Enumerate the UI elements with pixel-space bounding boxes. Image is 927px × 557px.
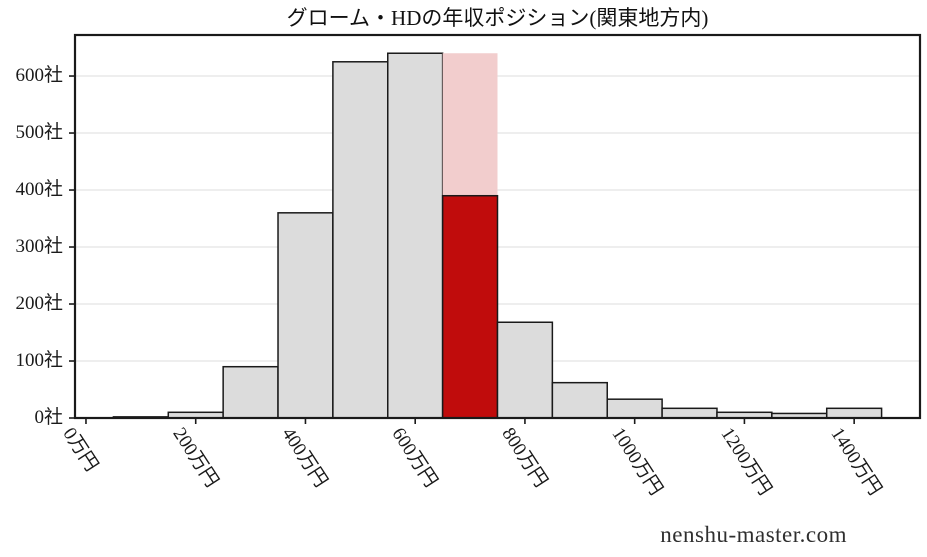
histogram-svg — [69, 33, 922, 424]
x-tick-label: 400万円 — [277, 424, 332, 492]
y-tick-label: 0社 — [34, 407, 63, 428]
plot-area: 0社 100社 200社 300社 400社 500社 600社 0万円 200万円 400万円 6… — [15, 33, 922, 499]
histogram-bar — [222, 365, 279, 419]
histogram-bar — [825, 407, 883, 419]
highlight-bin-company-bar — [441, 194, 499, 419]
y-tick-label: 100社 — [15, 350, 63, 371]
histogram-bar — [332, 61, 389, 419]
histogram-bar — [606, 398, 663, 419]
watermark: nenshu-master.com — [660, 522, 847, 547]
x-tick-label: 1200万円 — [716, 424, 776, 500]
y-tick-label: 600社 — [15, 65, 63, 87]
histogram-bar — [277, 212, 334, 419]
x-tick-label: 0万円 — [58, 424, 102, 476]
x-tick-label: 1400万円 — [826, 424, 886, 500]
x-tick-label: 600万円 — [387, 424, 442, 492]
y-tick-label: 200社 — [15, 293, 63, 314]
x-tick-label: 200万円 — [168, 424, 222, 492]
y-tick-label: 300社 — [15, 236, 63, 258]
histogram-bar — [551, 381, 608, 419]
chart-title: グローム・HDの年収ポジション(関東地方内) — [286, 6, 709, 30]
x-tick-label: 1000万円 — [607, 424, 667, 500]
histogram-bar — [661, 407, 718, 419]
y-tick-label: 400社 — [15, 179, 63, 201]
y-tick-label: 500社 — [15, 122, 63, 144]
histogram-bar — [496, 321, 554, 419]
x-tick-label: 800万円 — [497, 424, 552, 492]
histogram-bar — [387, 52, 444, 419]
plot-border — [73, 33, 922, 420]
